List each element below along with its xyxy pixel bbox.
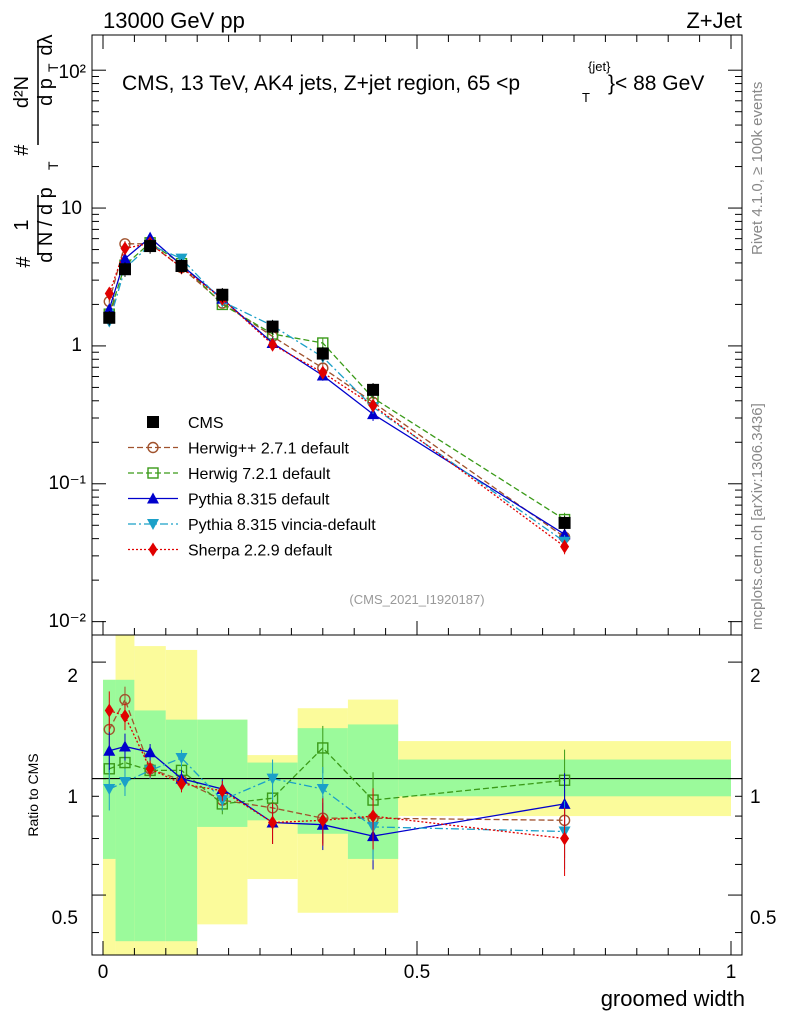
ratio-ytick-2-left: 2: [67, 666, 78, 687]
xaxis-label: groomed width: [601, 986, 745, 1011]
ratio-point-sherpa: [368, 809, 378, 824]
series-cms: [103, 239, 571, 531]
axis-ticks: [92, 35, 742, 955]
ratio-point-pythia: [118, 740, 131, 752]
cms-point: [103, 311, 116, 324]
ratio-point-pythia: [103, 744, 116, 756]
ratio-point-vincia: [266, 773, 279, 785]
ratio-line-herwigpp: [108, 697, 565, 821]
ratio-point-sherpa: [268, 815, 278, 830]
xtick-0.5: 0.5: [404, 962, 430, 983]
legend-marker: [147, 441, 159, 454]
ratio-point-sherpa: [318, 813, 328, 828]
main-yaxis-label: # 1 d N / d p T # d²N d p T dλ: [11, 34, 61, 267]
svg-text:#: #: [13, 256, 35, 268]
point-sherpa: [560, 539, 570, 554]
legend: CMS Herwig++ 2.7.1 default Herwig 7.2.1 de…: [128, 415, 376, 560]
plot-title-text: CMS, 13 TeV, AK4 jets, Z+jet region, 65 …: [122, 72, 520, 95]
ratio-ytick-2-right: 2: [750, 666, 761, 687]
ratio-point-pythia: [144, 746, 157, 758]
point-sherpa: [104, 286, 114, 301]
ratio-point-vincia: [175, 753, 188, 765]
ratio-point-sherpa: [120, 709, 130, 724]
svg-text:d²N: d²N: [11, 76, 33, 108]
band-inner-1: [115, 679, 135, 942]
ratio-ytick-0.5-left: 0.5: [52, 908, 78, 929]
ratio-ytick-0.5-right: 0.5: [750, 908, 776, 929]
ratio-point-sherpa: [560, 831, 570, 846]
svg-text:d N / d p: d N / d p: [35, 187, 57, 263]
rivet-version-label: Rivet 4.1.0, ≥ 100k events: [749, 82, 766, 255]
cms-point: [216, 288, 229, 301]
legend-label: Pythia 8.315 vincia-default: [188, 517, 376, 534]
ratio-point-herwig7: [317, 742, 329, 754]
main-ytick-1: 1: [71, 335, 82, 356]
analysis-id-watermark: (CMS_2021_I1920187): [349, 592, 484, 607]
ratio-ytick-1-right: 1: [750, 787, 761, 808]
svg-text:T: T: [45, 63, 61, 72]
ratio-point-sherpa: [145, 761, 155, 776]
main-ytick-10: 10: [61, 198, 82, 219]
ratio-point-sherpa: [217, 783, 227, 798]
data-series: [103, 231, 571, 877]
legend-label: Herwig 7.2.1 default: [188, 466, 331, 483]
main-ytick-0.01: 10⁻²: [49, 611, 87, 632]
plot-title: CMS, 13 TeV, AK4 jets, Z+jet region, 65 …: [122, 59, 704, 105]
cms-point: [144, 240, 157, 253]
ratio-point-sherpa: [177, 776, 186, 791]
ratio-point-vincia: [316, 783, 329, 795]
svg-text:#: #: [11, 144, 33, 156]
svg-text:T: T: [45, 161, 61, 170]
svg-text:d p: d p: [35, 78, 57, 106]
xtick-0: 0: [98, 962, 109, 983]
plot-title-subscript: T: [582, 90, 590, 105]
cms-point: [316, 347, 329, 360]
main-ytick-100: 10²: [59, 62, 86, 83]
cms-point: [367, 383, 380, 396]
legend-marker: [147, 467, 159, 479]
plot-title-superscript: {jet}: [588, 59, 611, 74]
point-vincia: [175, 253, 188, 265]
svg-text:1: 1: [11, 219, 33, 230]
series-line-sherpa: [108, 242, 565, 548]
point-pythia: [103, 303, 116, 315]
cms-point: [266, 320, 279, 333]
plot-title-end: }< 88 GeV: [608, 72, 704, 95]
cms-point: [118, 263, 131, 276]
mcplots-label: mcplots.cern.ch [arXiv:1306.3436]: [749, 403, 766, 630]
main-ytick-0.1: 10⁻¹: [49, 473, 87, 494]
xtick-1: 1: [726, 962, 737, 983]
point-sherpa: [368, 398, 378, 413]
series-line-vincia: [108, 244, 565, 543]
series-line-herwigpp: [108, 243, 565, 538]
energy-label: 13000 GeV pp: [103, 8, 245, 33]
process-label: Z+Jet: [686, 8, 742, 33]
cms-point: [558, 516, 571, 529]
point-sherpa: [318, 365, 328, 380]
ratio-point-sherpa: [104, 703, 114, 718]
cms-point: [175, 259, 188, 272]
point-sherpa: [120, 241, 130, 256]
ratio-ylabel: Ratio to CMS: [25, 753, 41, 836]
legend-marker: [148, 542, 158, 557]
point-pythia: [558, 528, 571, 540]
legend-label: Herwig++ 2.7.1 default: [188, 441, 350, 458]
point-pythia: [118, 252, 131, 264]
point-sherpa: [268, 337, 278, 352]
svg-text:dλ: dλ: [35, 34, 57, 55]
ratio-line-sherpa: [109, 709, 565, 840]
series-line-herwig7: [108, 241, 565, 521]
legend-marker: [147, 492, 159, 504]
legend-label: Sherpa 2.2.9 default: [188, 543, 333, 560]
legend-label: Pythia 8.315 default: [188, 492, 330, 509]
legend-marker: [147, 416, 159, 428]
legend-label: CMS: [188, 415, 224, 432]
ratio-point-vincia: [103, 783, 116, 795]
ratio-ytick-1-left: 1: [67, 787, 78, 808]
ratio-point-vincia: [118, 776, 131, 788]
legend-marker: [147, 519, 159, 530]
series-sherpa: [104, 236, 570, 877]
